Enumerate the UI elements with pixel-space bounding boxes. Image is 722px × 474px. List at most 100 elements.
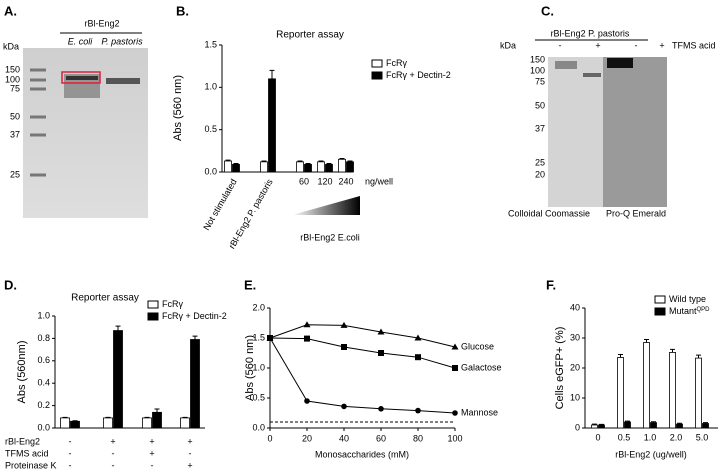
bar xyxy=(152,411,162,429)
row-cell: - xyxy=(69,448,72,458)
series-line xyxy=(269,337,456,369)
legend-swatch xyxy=(147,312,159,321)
point xyxy=(415,407,421,414)
ladder-band xyxy=(30,115,46,119)
bar xyxy=(190,339,200,429)
gel-band xyxy=(583,73,601,77)
bar xyxy=(268,78,276,173)
y-tick-label: 0.4 xyxy=(37,378,50,388)
dose-triangle xyxy=(292,196,360,215)
bar xyxy=(142,417,152,429)
y-tick-label: 0.6 xyxy=(37,355,50,365)
treatment-sign: - xyxy=(559,40,562,50)
y-tick-label: 0.0 xyxy=(204,166,217,176)
treatment-label: TFMS acid xyxy=(672,40,716,50)
bar xyxy=(224,160,232,173)
error-bar xyxy=(318,160,324,162)
legend-label: FcRγ + Dectin-2 xyxy=(386,70,451,80)
row-cell: + xyxy=(187,436,192,446)
point xyxy=(451,343,459,350)
point xyxy=(304,335,310,342)
error-bar xyxy=(339,157,345,160)
bar xyxy=(643,342,650,429)
error-bar xyxy=(261,160,267,162)
error-bar xyxy=(599,423,604,425)
x-tick-label: Not stimulated xyxy=(201,177,238,232)
error-bar xyxy=(703,422,708,424)
y-tick-label: 1.0 xyxy=(204,82,217,92)
error-bar xyxy=(592,423,597,425)
x-tick-label: 1.0 xyxy=(644,432,657,442)
panel-letter: C. xyxy=(541,3,554,18)
error-bar xyxy=(618,354,623,358)
bar xyxy=(346,161,354,173)
group-label: rBl-Eng2 E.coli xyxy=(300,232,360,242)
treatment-sign: - xyxy=(635,40,638,50)
marker-label: 100 xyxy=(5,74,20,84)
x-tick-label: 5.0 xyxy=(696,432,709,442)
bar xyxy=(338,158,346,173)
error-bar xyxy=(670,348,675,353)
point xyxy=(267,335,273,341)
error-bar xyxy=(233,163,239,165)
series-label: Mannose xyxy=(461,407,498,417)
point xyxy=(341,403,347,410)
point xyxy=(452,410,458,416)
ladder-band xyxy=(30,68,46,72)
point xyxy=(304,398,310,404)
x-tick-label: 40 xyxy=(339,433,349,443)
x-tick-label: 60 xyxy=(376,433,386,443)
error-bar xyxy=(115,325,121,331)
y-axis-label: Abs (560 nm) xyxy=(172,75,184,141)
legend-name: FcRγ xyxy=(386,58,407,68)
row-cell: + xyxy=(149,448,154,458)
y-tick-label: 0.8 xyxy=(37,333,50,343)
bar xyxy=(70,420,80,429)
treatment-sign: + xyxy=(595,40,600,50)
series-label: Glucose xyxy=(461,341,494,351)
marker-label: 25 xyxy=(535,157,545,167)
gel-band xyxy=(66,76,98,80)
y-tick-label: 2.0 xyxy=(252,302,265,312)
bar xyxy=(325,163,333,173)
row-label: Proteinase K xyxy=(5,460,57,470)
ladder-band xyxy=(30,173,46,177)
gel-c1 xyxy=(548,57,603,207)
legend-swatch xyxy=(371,59,383,68)
marker-label: 75 xyxy=(535,76,545,86)
y-tick-label: 0.2 xyxy=(37,400,50,410)
bar xyxy=(650,422,657,429)
x-axis-label: rBl-Eng2 (ug/well) xyxy=(615,449,687,459)
bar xyxy=(624,421,631,429)
error-bar xyxy=(154,408,160,413)
bar xyxy=(296,161,304,173)
ladder-band xyxy=(30,87,46,91)
x-tick-label: 0.5 xyxy=(618,432,631,442)
legend-label: Wild type xyxy=(669,294,706,304)
legend-name: Mutant xyxy=(669,306,697,316)
error-bar xyxy=(677,422,682,425)
row-cell: + xyxy=(187,460,192,470)
error-bar xyxy=(297,160,303,162)
y-tick-label: 0.5 xyxy=(204,124,217,134)
ladder-band xyxy=(30,133,46,137)
bar xyxy=(103,417,113,429)
legend-name: FcRγ xyxy=(162,299,183,309)
error-bar xyxy=(225,159,231,161)
row-cell: - xyxy=(151,460,154,470)
row-cell: + xyxy=(149,436,154,446)
row-label: rBl-Eng2 xyxy=(5,436,40,446)
legend-swatch xyxy=(147,300,159,309)
bar xyxy=(591,424,598,429)
bar xyxy=(232,163,240,173)
stain-label: Colloidal Coomassie xyxy=(508,208,590,218)
x-tick-label: 20 xyxy=(302,433,312,443)
marker-label: 50 xyxy=(10,111,20,121)
unit-label: kDa xyxy=(500,40,516,50)
series-label: Galactose xyxy=(461,362,502,372)
x-tick-label: 60 xyxy=(299,176,309,186)
bar xyxy=(598,424,605,429)
x-tick-label: 2.0 xyxy=(670,432,683,442)
error-bar xyxy=(625,420,630,422)
gel-band xyxy=(555,61,577,69)
